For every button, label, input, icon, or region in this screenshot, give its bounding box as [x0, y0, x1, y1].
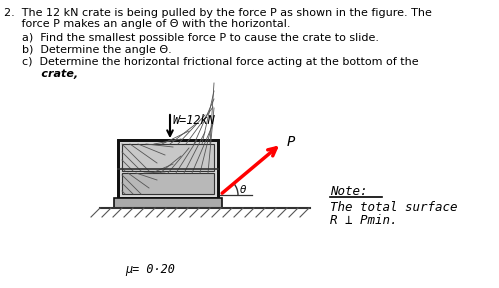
Text: The total surface: The total surface — [330, 201, 458, 214]
Text: P: P — [286, 134, 294, 149]
Text: c)  Determine the horizontal frictional force acting at the bottom of the: c) Determine the horizontal frictional f… — [22, 57, 419, 67]
Text: μ= 0·20: μ= 0·20 — [125, 264, 175, 276]
Text: R ⊥ Pmin.: R ⊥ Pmin. — [330, 214, 398, 227]
Bar — [122, 144, 214, 171]
Bar — [118, 140, 218, 198]
Text: a)  Find the smallest possible force P to cause the crate to slide.: a) Find the smallest possible force P to… — [22, 33, 379, 43]
Text: W=12kN: W=12kN — [173, 114, 216, 127]
Text: force P makes an angle of Θ with the horizontal.: force P makes an angle of Θ with the hor… — [4, 19, 290, 29]
Bar — [114, 198, 222, 208]
Text: Note:: Note: — [330, 185, 367, 198]
Text: crate,: crate, — [22, 69, 78, 79]
Text: 2.  The 12 kN crate is being pulled by the force P as shown in the figure. The: 2. The 12 kN crate is being pulled by th… — [4, 8, 432, 18]
Bar — [122, 173, 214, 194]
Bar — [122, 173, 214, 194]
Text: b)  Determine the angle Θ.: b) Determine the angle Θ. — [22, 45, 172, 55]
Text: θ: θ — [240, 185, 247, 195]
Bar — [122, 144, 214, 171]
Bar — [118, 140, 218, 198]
